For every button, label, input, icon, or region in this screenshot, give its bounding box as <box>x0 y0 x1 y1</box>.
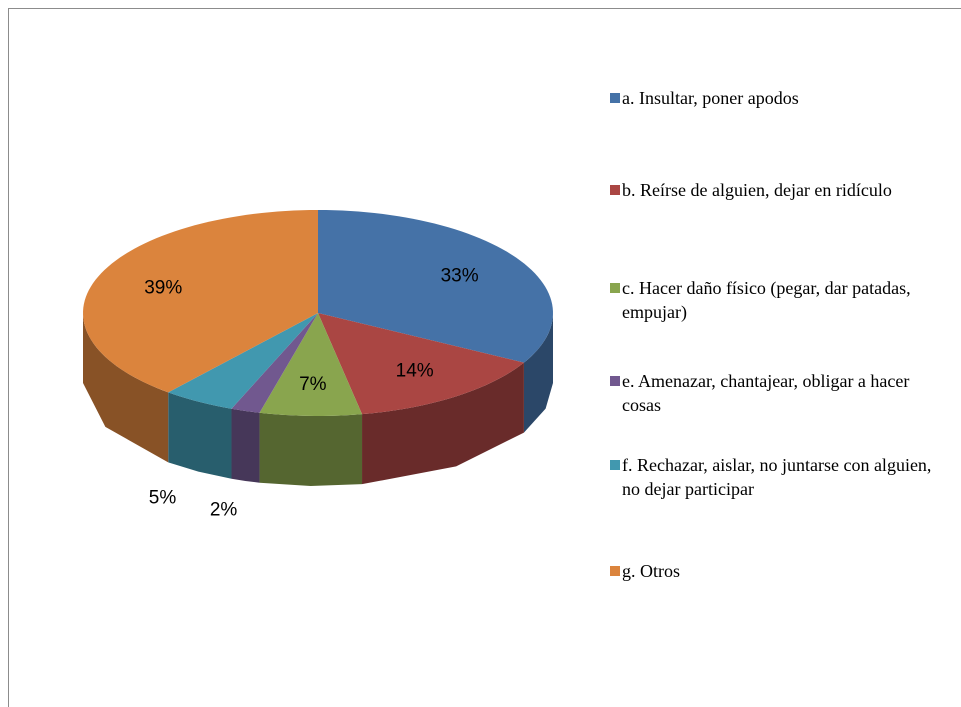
legend-entry: g. Otros <box>610 559 952 583</box>
pie-side <box>168 392 232 479</box>
legend-swatch <box>610 185 620 195</box>
legend-swatch <box>610 93 620 103</box>
pie-side <box>259 412 363 486</box>
pie-slice <box>318 313 524 415</box>
legend-label: f. Rechazar, aislar, no juntarse con alg… <box>622 455 932 499</box>
data-label: 2% <box>210 499 238 520</box>
legend-label: a. Insultar, poner apodos <box>622 88 799 108</box>
legend-swatch <box>610 283 620 293</box>
legend-entry: b. Reírse de alguien, dejar en ridículo <box>610 178 952 202</box>
legend-entry: c. Hacer daño físico (pegar, dar patadas… <box>610 276 952 324</box>
legend-entry: a. Insultar, poner apodos <box>610 86 952 110</box>
data-label: 14% <box>396 360 434 381</box>
pie-slice <box>168 313 318 409</box>
legend-entry: f. Rechazar, aislar, no juntarse con alg… <box>610 453 952 501</box>
data-label: 5% <box>149 487 177 508</box>
legend-swatch <box>610 376 620 386</box>
data-label: 39% <box>144 278 182 299</box>
pie-slice <box>318 210 553 363</box>
pie-side <box>83 313 169 463</box>
pie-side <box>523 313 553 433</box>
legend-label: b. Reírse de alguien, dejar en ridículo <box>622 180 892 200</box>
pie-side <box>362 362 524 485</box>
legend-swatch <box>610 566 620 576</box>
legend-label: e. Amenazar, chantajear, obligar a hacer… <box>622 371 910 415</box>
legend-entry: e. Amenazar, chantajear, obligar a hacer… <box>610 369 952 417</box>
legend-swatch <box>610 460 620 470</box>
pie-side <box>231 408 260 483</box>
legend-label: g. Otros <box>622 561 680 581</box>
data-label: 33% <box>441 265 479 286</box>
legend-label: c. Hacer daño físico (pegar, dar patadas… <box>622 278 911 322</box>
pie-slice <box>231 313 318 413</box>
pie-slice <box>83 210 318 393</box>
data-label: 7% <box>299 374 327 395</box>
pie-slice <box>259 313 363 416</box>
frame <box>8 8 961 707</box>
